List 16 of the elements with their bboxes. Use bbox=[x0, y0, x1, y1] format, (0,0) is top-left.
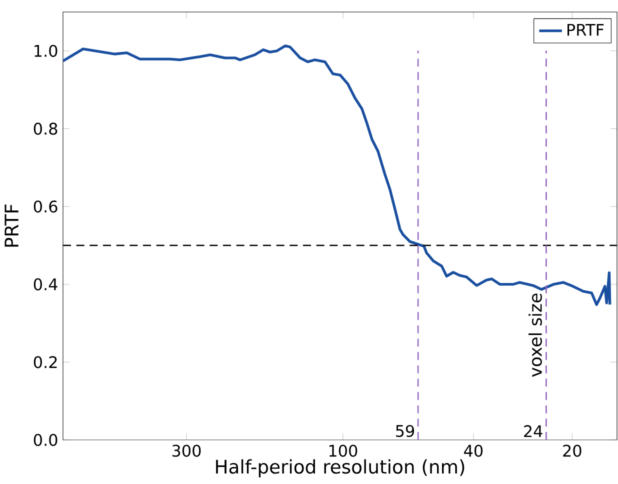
y-tick-label: 0.4 bbox=[34, 278, 58, 290]
annotation: voxel size bbox=[528, 294, 542, 377]
y-tick-label: 0.0 bbox=[34, 434, 58, 446]
y-tick-label: 0.8 bbox=[34, 122, 58, 135]
x-axis-title: Half-period resolution (nm) bbox=[216, 459, 464, 478]
y-axis-title: PRTF bbox=[4, 204, 18, 247]
legend-label: PRTF bbox=[568, 24, 604, 36]
x-tick-label: 100 bbox=[329, 444, 358, 457]
y-tick-label: 0.2 bbox=[34, 356, 57, 368]
ref-line-label: 24 bbox=[524, 425, 542, 438]
x-tick-label: 20 bbox=[563, 444, 582, 457]
y-tick-label: 1.0 bbox=[34, 44, 58, 57]
ref-line-label: 59 bbox=[396, 424, 414, 438]
x-tick-label: 40 bbox=[464, 444, 483, 457]
y-tick-label: 0.6 bbox=[34, 200, 58, 213]
x-tick-label: 300 bbox=[172, 444, 201, 457]
